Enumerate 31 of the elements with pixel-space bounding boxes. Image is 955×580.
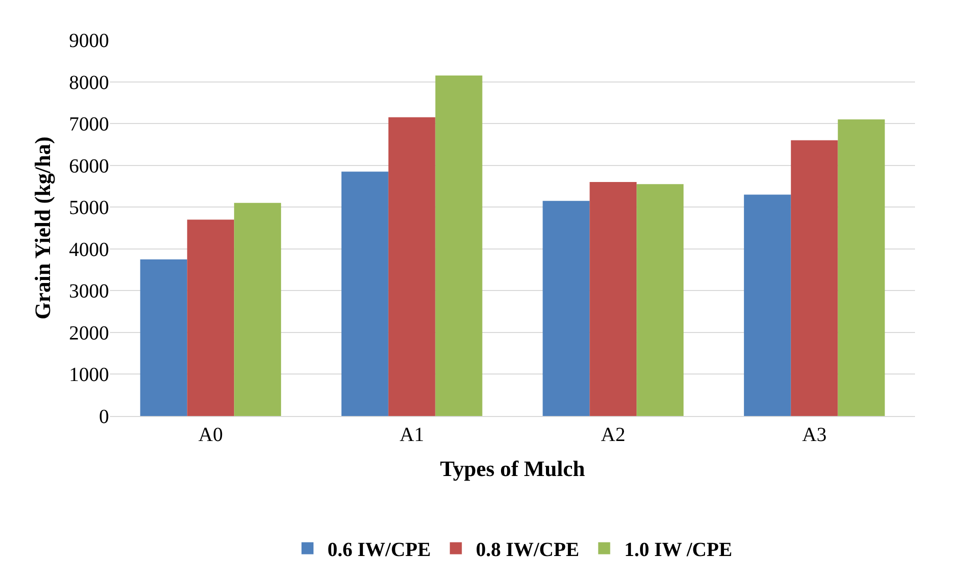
legend-label: 0.6 IW/CPE: [328, 539, 431, 562]
y-tick-label: 3000: [69, 280, 109, 303]
x-axis-title: Types of Mulch: [440, 456, 586, 481]
legend-label: 0.8 IW/CPE: [476, 539, 580, 562]
bar: [388, 117, 436, 416]
x-tick-label: A2: [600, 424, 626, 446]
bar: [790, 140, 838, 416]
bar: [838, 119, 885, 416]
y-tick-label: 2000: [69, 322, 109, 344]
bar: [187, 220, 234, 416]
y-tick-label: 7000: [69, 114, 109, 136]
bar: [234, 202, 282, 416]
bar: [435, 76, 482, 416]
y-tick-label: 9000: [69, 30, 109, 52]
y-tick-label: 5000: [69, 197, 109, 220]
x-tick-label: A3: [802, 424, 827, 446]
y-tick-label: 6000: [69, 155, 109, 178]
x-tick-label: A0: [198, 424, 223, 446]
bar: [542, 200, 590, 416]
y-tick-label: 8000: [69, 72, 109, 94]
y-tick-label: 1000: [69, 364, 109, 386]
bar: [341, 172, 388, 416]
bar: [744, 194, 791, 416]
legend-label: 1.0 IW /CPE: [624, 539, 732, 562]
y-tick-label: 0: [99, 406, 109, 428]
y-axis-title: Grain Yield (kg/ha): [30, 136, 55, 320]
x-tick-label: A1: [400, 424, 424, 446]
bar: [140, 259, 188, 416]
bar: [636, 184, 684, 416]
bar: [590, 182, 637, 416]
y-tick-label: 4000: [69, 238, 109, 261]
